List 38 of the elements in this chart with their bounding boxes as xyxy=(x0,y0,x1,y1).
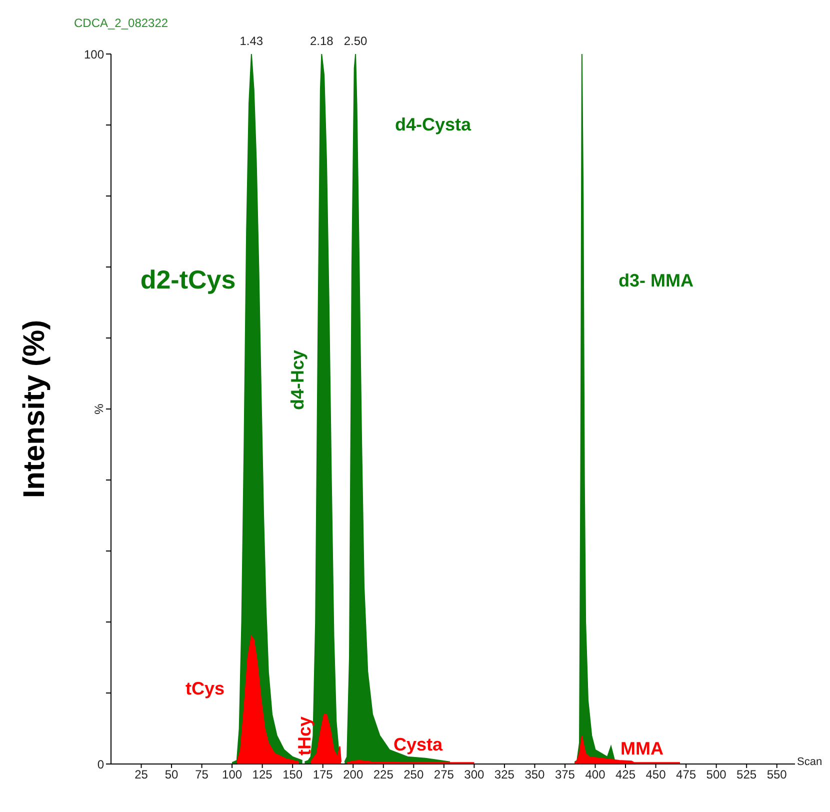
text: tHcy xyxy=(294,716,316,756)
chart-title: CDCA_2_082322 xyxy=(74,16,168,30)
x-tick-label: 100 xyxy=(222,768,242,782)
x-tick-label: 325 xyxy=(494,768,515,782)
text: d4-Cysta xyxy=(394,114,472,136)
x-tick-label: 275 xyxy=(434,768,454,782)
annotation: 2.18 xyxy=(310,34,334,48)
x-tick-label: 525 xyxy=(736,768,757,782)
x-tick-label: 400 xyxy=(585,768,606,782)
x-tick-label: 350 xyxy=(524,768,546,782)
text: % xyxy=(92,404,106,414)
x-tick-label: 300 xyxy=(464,768,485,782)
annotation: 1.43 xyxy=(240,34,264,48)
x-tick-label: 175 xyxy=(312,768,334,782)
x-tick-label: 75 xyxy=(195,768,209,782)
x-axis-title: Scan xyxy=(797,756,822,768)
x-tick-label: 450 xyxy=(646,768,666,782)
x-tick-label: 125 xyxy=(252,768,273,782)
text: d4-Hcy xyxy=(288,350,308,410)
series-label: d3- MMA xyxy=(618,270,694,292)
series-label: d2-tCys xyxy=(140,264,236,296)
x-tick-label: 500 xyxy=(706,768,727,782)
x-tick-label: 425 xyxy=(616,768,636,782)
x-tick-label: 550 xyxy=(766,768,788,782)
y-tick-label: 0 xyxy=(97,757,104,772)
series-label: Cysta xyxy=(393,734,443,756)
x-tick-label: 375 xyxy=(554,768,576,782)
x-tick-label: 225 xyxy=(373,768,394,782)
y-axis-title: Intensity (%) xyxy=(18,320,52,498)
x-tick-label: 150 xyxy=(282,768,303,782)
x-tick-label: 200 xyxy=(343,768,364,782)
annotation: 2.50 xyxy=(344,34,368,48)
x-tick-label: 25 xyxy=(134,768,148,782)
x-tick-label: 475 xyxy=(676,768,696,782)
x-tick-label: 50 xyxy=(164,768,179,782)
series-label: MMA xyxy=(620,738,664,760)
x-tick-label: 250 xyxy=(404,768,424,782)
series-label: tCys xyxy=(185,678,225,700)
